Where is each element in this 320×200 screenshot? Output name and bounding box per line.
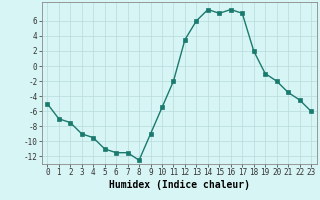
X-axis label: Humidex (Indice chaleur): Humidex (Indice chaleur) — [109, 180, 250, 190]
